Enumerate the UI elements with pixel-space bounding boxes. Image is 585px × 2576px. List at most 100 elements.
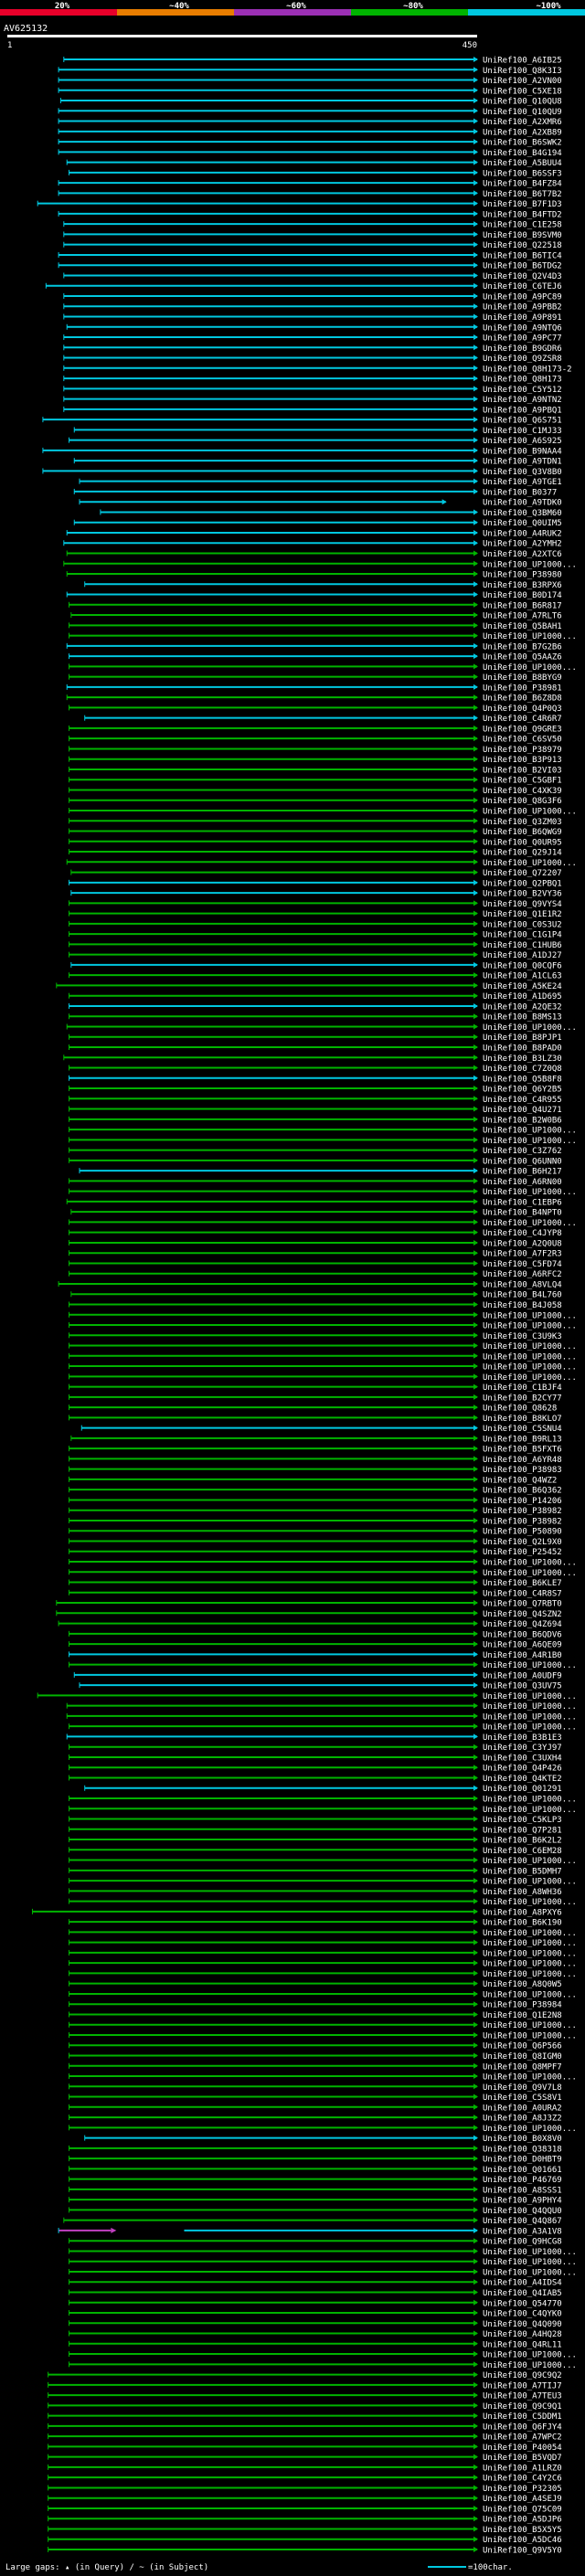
hit-label[interactable]: UniRef100_A3A1V8 <box>483 2227 562 2236</box>
hit-label[interactable]: UniRef100_B6Z8D8 <box>483 694 562 704</box>
hit-label[interactable]: UniRef100_A1D695 <box>483 992 562 1002</box>
hit-label[interactable]: UniRef100_Q7P281 <box>483 1826 562 1835</box>
hit-label[interactable]: UniRef100_UP1000... <box>483 1929 577 1938</box>
hit-label[interactable]: UniRef100_B5FXT6 <box>483 1446 562 1455</box>
hit-label[interactable]: UniRef100_A6IB25 <box>483 57 562 66</box>
hit-label[interactable]: UniRef100_A7TEU3 <box>483 2392 562 2401</box>
hit-label[interactable]: UniRef100_Q6P566 <box>483 2042 562 2051</box>
hit-label[interactable]: UniRef100_D0HBT9 <box>483 2156 562 2165</box>
hit-label[interactable]: UniRef100_B8PJP1 <box>483 1034 562 1043</box>
hit-label[interactable]: UniRef100_UP1000... <box>483 1795 577 1804</box>
hit-label[interactable]: UniRef100_A9PHY4 <box>483 2197 562 2206</box>
hit-label[interactable]: UniRef100_A7F2R3 <box>483 1250 562 1259</box>
hit-label[interactable]: UniRef100_Q10QU9 <box>483 108 562 117</box>
hit-label[interactable]: UniRef100_B4L760 <box>483 1291 562 1300</box>
hit-label[interactable]: UniRef100_B0D174 <box>483 591 562 600</box>
hit-label[interactable]: UniRef100_C4XK39 <box>483 787 562 796</box>
hit-label[interactable]: UniRef100_P32305 <box>483 2485 562 2494</box>
hit-label[interactable]: UniRef100_A0URA2 <box>483 2104 562 2113</box>
hit-label[interactable]: UniRef100_Q9C9Q1 <box>483 2402 562 2412</box>
hit-label[interactable]: UniRef100_Q01291 <box>483 1785 562 1794</box>
hit-label[interactable]: UniRef100_C0S3U2 <box>483 920 562 929</box>
hit-label[interactable]: UniRef100_B4FTD2 <box>483 210 562 219</box>
hit-label[interactable]: UniRef100_C1BJF4 <box>483 1383 562 1393</box>
hit-label[interactable]: UniRef100_Q8H173 <box>483 376 562 385</box>
hit-label[interactable]: UniRef100_C5KLP3 <box>483 1816 562 1825</box>
hit-label[interactable]: UniRef100_C7Z0Q8 <box>483 1065 562 1074</box>
hit-label[interactable]: UniRef100_A5DJP6 <box>483 2516 562 2525</box>
hit-label[interactable]: UniRef100_Q38318 <box>483 2145 562 2154</box>
hit-label[interactable]: UniRef100_UP1000... <box>483 1702 577 1712</box>
hit-label[interactable]: UniRef100_C4Y2C6 <box>483 2475 562 2484</box>
hit-label[interactable]: UniRef100_UP1000... <box>483 1878 577 1887</box>
hit-label[interactable]: UniRef100_Q4QQU0 <box>483 2207 562 2216</box>
hit-label[interactable]: UniRef100_B3LZ30 <box>483 1055 562 1064</box>
hit-label[interactable]: UniRef100_C6TEJ6 <box>483 282 562 292</box>
hit-label[interactable]: UniRef100_B8MS13 <box>483 1013 562 1023</box>
hit-label[interactable]: UniRef100_UP1000... <box>483 1692 577 1701</box>
hit-label[interactable]: UniRef100_Q22518 <box>483 241 562 250</box>
hit-label[interactable]: UniRef100_A8J3Z2 <box>483 2115 562 2124</box>
hit-label[interactable]: UniRef100_B5X5Y5 <box>483 2526 562 2535</box>
hit-label[interactable]: UniRef100_UP1000... <box>483 1311 577 1320</box>
hit-label[interactable]: UniRef100_B9SVM0 <box>483 231 562 240</box>
hit-label[interactable]: UniRef100_P14206 <box>483 1497 562 1506</box>
hit-label[interactable]: UniRef100_C3UXH4 <box>483 1754 562 1763</box>
hit-label[interactable]: UniRef100_Q2V4D3 <box>483 272 562 281</box>
hit-label[interactable]: UniRef100_UP1000... <box>483 2125 577 2134</box>
hit-label[interactable]: UniRef100_UP1000... <box>483 2351 577 2360</box>
hit-label[interactable]: UniRef100_B4NPT0 <box>483 1209 562 1218</box>
hit-label[interactable]: UniRef100_Q72207 <box>483 869 562 878</box>
hit-label[interactable]: UniRef100_UP1000... <box>483 2073 577 2083</box>
hit-label[interactable]: UniRef100_Q6Y2B5 <box>483 1086 562 1095</box>
hit-label[interactable]: UniRef100_UP1000... <box>483 2268 577 2277</box>
hit-label[interactable]: UniRef100_Q29J14 <box>483 849 562 858</box>
hit-label[interactable]: UniRef100_A6S925 <box>483 437 562 446</box>
hit-label[interactable]: UniRef100_UP1000... <box>483 1352 577 1362</box>
hit-label[interactable]: UniRef100_A9PBQ1 <box>483 406 562 415</box>
hit-label[interactable]: UniRef100_Q4Q090 <box>483 2320 562 2329</box>
hit-label[interactable]: UniRef100_B4FZ84 <box>483 180 562 189</box>
hit-label[interactable]: UniRef100_Q5BAH1 <box>483 622 562 631</box>
hit-label[interactable]: UniRef100_A8Q0W5 <box>483 1980 562 1989</box>
hit-label[interactable]: UniRef100_Q7RBT0 <box>483 1600 562 1609</box>
hit-label[interactable]: UniRef100_UP1000... <box>483 1137 577 1146</box>
hit-label[interactable]: UniRef100_P38980 <box>483 571 562 580</box>
hit-label[interactable]: UniRef100_B6K190 <box>483 1919 562 1928</box>
hit-label[interactable]: UniRef100_UP1000... <box>483 1373 577 1383</box>
hit-label[interactable]: UniRef100_P38982 <box>483 1507 562 1516</box>
hit-label[interactable]: UniRef100_UP1000... <box>483 1712 577 1722</box>
hit-label[interactable]: UniRef100_A8VLQ4 <box>483 1280 562 1289</box>
hit-label[interactable]: UniRef100_B6R817 <box>483 601 562 610</box>
hit-label[interactable]: UniRef100_B3P913 <box>483 756 562 765</box>
hit-label[interactable]: UniRef100_UP1000... <box>483 1219 577 1228</box>
hit-label[interactable]: UniRef100_A8SSS1 <box>483 2186 562 2195</box>
hit-label[interactable]: UniRef100_UP1000... <box>483 2361 577 2370</box>
hit-label[interactable]: UniRef100_B2VY36 <box>483 890 562 899</box>
hit-label[interactable]: UniRef100_B0377 <box>483 488 557 497</box>
hit-label[interactable]: UniRef100_C4R8S7 <box>483 1589 562 1598</box>
hit-label[interactable]: UniRef100_C6SV50 <box>483 736 562 745</box>
hit-label[interactable]: UniRef100_Q8H173-2 <box>483 365 572 374</box>
hit-label[interactable]: UniRef100_UP1000... <box>483 1569 577 1578</box>
hit-label[interactable]: UniRef100_C4R6R7 <box>483 715 562 724</box>
hit-label[interactable]: UniRef100_A0UDF9 <box>483 1671 562 1680</box>
hit-label[interactable]: UniRef100_UP1000... <box>483 1661 577 1670</box>
hit-label[interactable]: UniRef100_P38981 <box>483 684 562 693</box>
hit-label[interactable]: UniRef100_Q4SZN2 <box>483 1610 562 1619</box>
hit-label[interactable]: UniRef100_A6RN00 <box>483 1178 562 1187</box>
hit-label[interactable]: UniRef100_Q8IGM0 <box>483 2052 562 2062</box>
hit-label[interactable]: UniRef100_Q4RL11 <box>483 2340 562 2349</box>
hit-label[interactable]: UniRef100_C5S8V1 <box>483 2094 562 2103</box>
hit-label[interactable]: UniRef100_Q5AAZ6 <box>483 653 562 663</box>
hit-label[interactable]: UniRef100_UP1000... <box>483 1939 577 1948</box>
hit-label[interactable]: UniRef100_B2VI03 <box>483 766 562 775</box>
hit-label[interactable]: UniRef100_Q2L9X0 <box>483 1538 562 1547</box>
hit-label[interactable]: UniRef100_UP1000... <box>483 1723 577 1733</box>
hit-label[interactable]: UniRef100_A9NTN2 <box>483 396 562 405</box>
hit-label[interactable]: UniRef100_C5Y512 <box>483 386 562 395</box>
hit-label[interactable]: UniRef100_UP1000... <box>483 1322 577 1331</box>
hit-label[interactable]: UniRef100_A4IDS4 <box>483 2279 562 2288</box>
hit-label[interactable]: UniRef100_A6YR48 <box>483 1456 562 1465</box>
hit-label[interactable]: UniRef100_C1E258 <box>483 221 562 230</box>
